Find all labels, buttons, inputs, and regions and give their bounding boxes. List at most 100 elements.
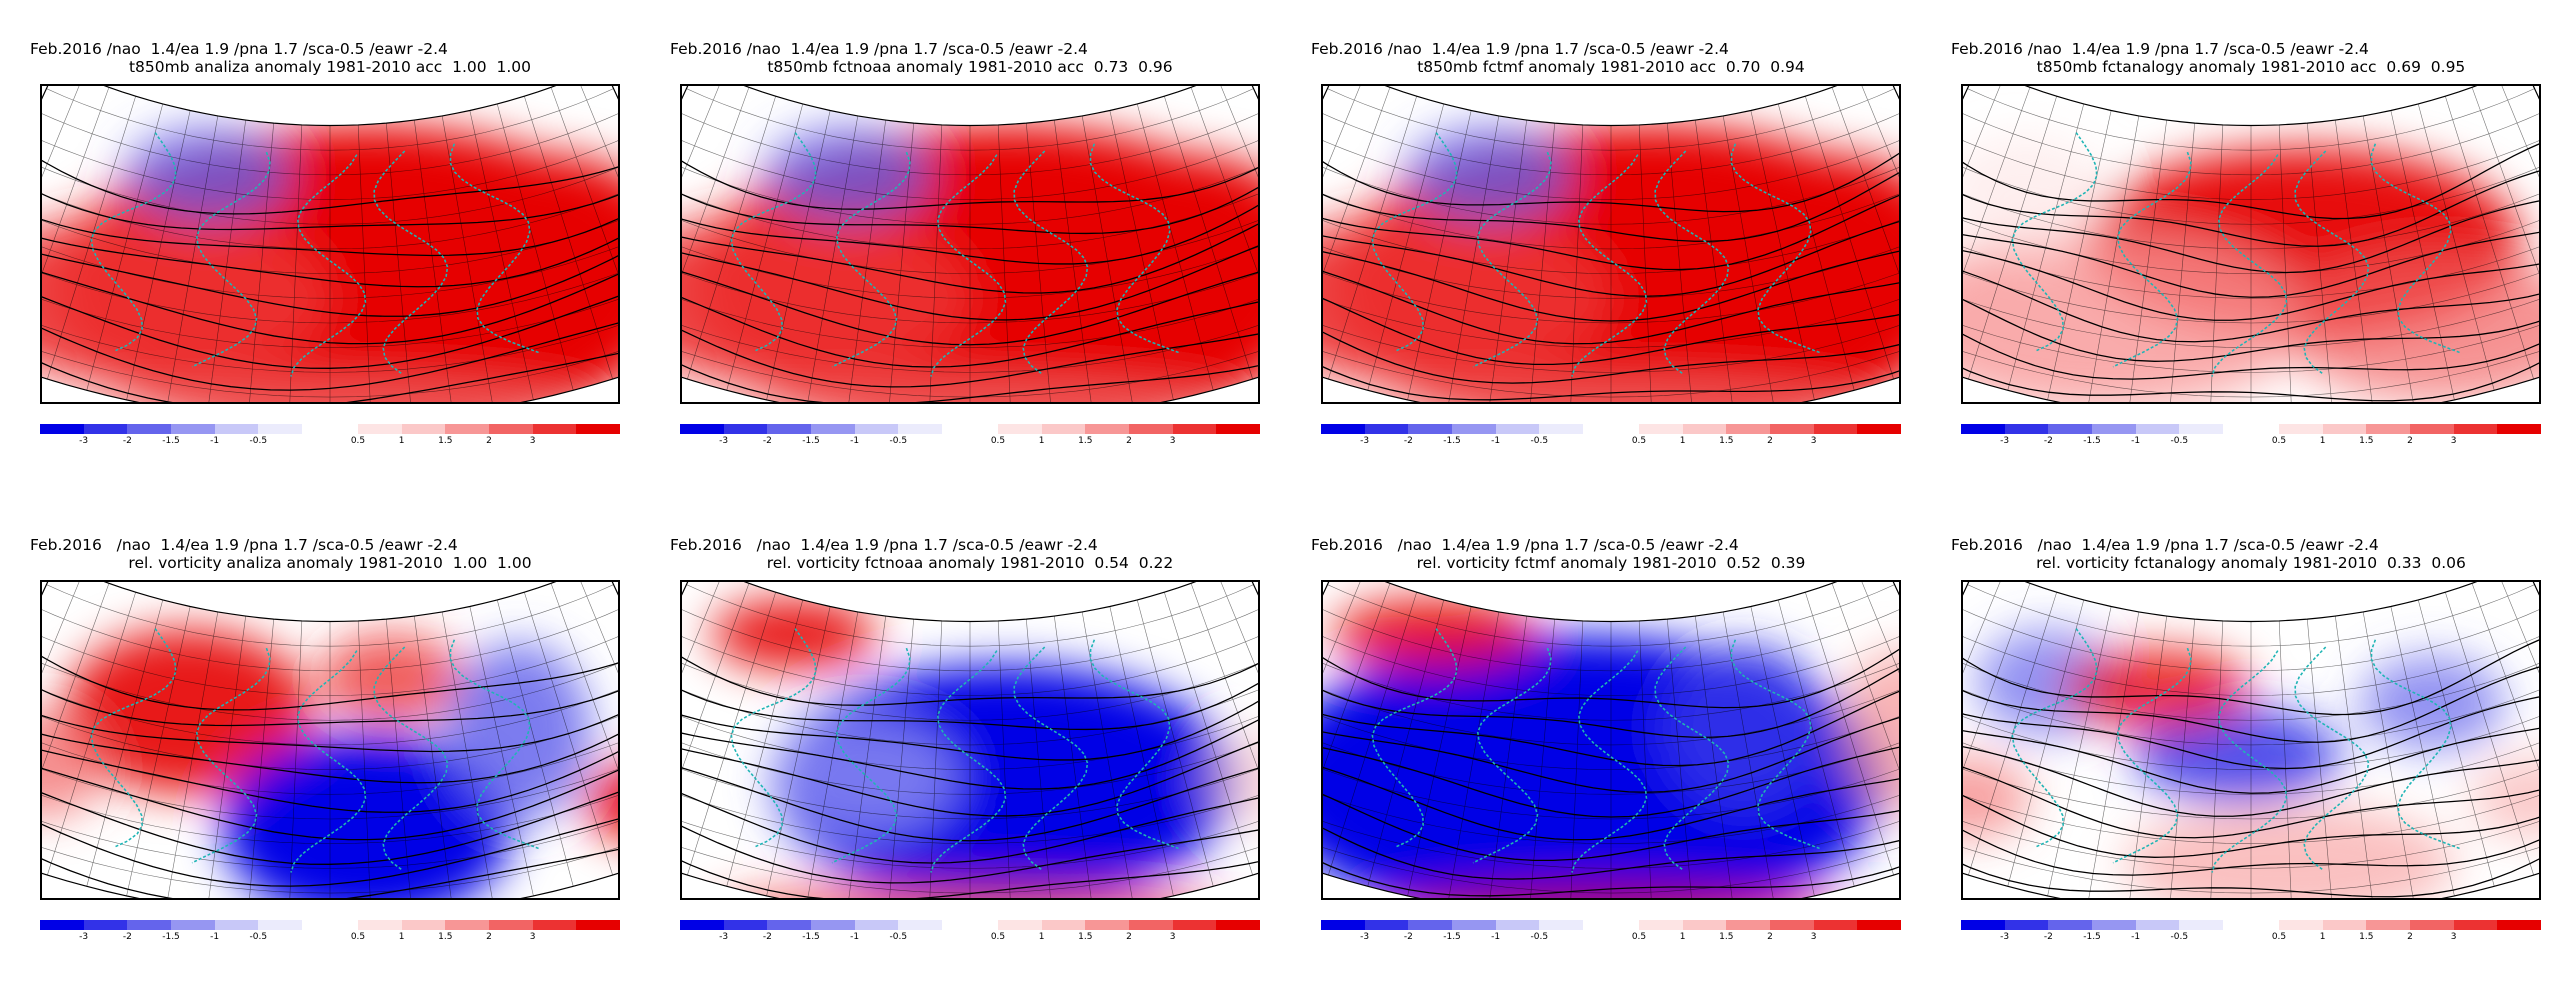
colorbar-tick-label: 0.5	[990, 932, 1006, 942]
parallel-line	[1323, 786, 1899, 869]
colorbar-swatch	[2092, 920, 2136, 930]
contour-line	[682, 286, 1258, 388]
contour-line	[1963, 286, 2539, 380]
parallel-line	[1963, 674, 2539, 746]
parallel-line	[1963, 267, 2539, 348]
contour-line	[682, 200, 1258, 294]
coastline	[730, 132, 817, 353]
anomaly-map	[1963, 86, 2539, 402]
anomaly-map	[682, 86, 1258, 402]
coastline	[1730, 639, 1822, 850]
panel-title-indices: Feb.2016 /nao 1.4/ea 1.9 /pna 1.7 /sca-0…	[1951, 536, 2379, 554]
coastline	[373, 646, 449, 872]
colorbar-swatch	[2048, 424, 2093, 434]
parallel-line	[1323, 741, 1899, 820]
colorbar-positive	[998, 920, 1261, 930]
parallel-line	[1963, 629, 2539, 696]
coastline	[730, 628, 817, 849]
colorbar-tick-label: -0.5	[1530, 436, 1549, 446]
colorbar-negative	[1961, 424, 2224, 434]
colorbar-swatch	[854, 424, 899, 434]
colorbar-tick-label: -0.5	[889, 932, 908, 942]
contour-line	[682, 223, 1258, 321]
colorbar-swatch	[2004, 920, 2049, 930]
panel-title-field: t850mb fctanalogy anomaly 1981-2010 acc …	[2036, 58, 2466, 76]
contour-line	[42, 720, 618, 813]
anomaly-map	[682, 582, 1258, 898]
colorbar-tick-label: -0.5	[2170, 436, 2189, 446]
panel-title-indices: Feb.2016 /nao 1.4/ea 1.9 /pna 1.7 /sca-0…	[670, 40, 1088, 58]
parallel-line	[42, 222, 618, 299]
contour-line	[682, 182, 1258, 265]
parallel-line	[682, 267, 1258, 348]
colorbar-swatch	[2366, 920, 2411, 930]
contour-line	[1963, 308, 2539, 402]
colorbar-swatch	[2410, 424, 2454, 434]
contour-line	[42, 762, 618, 865]
contour-line	[42, 739, 618, 841]
colorbar-tick-label: -0.5	[1530, 932, 1549, 942]
panel-title-field: rel. vorticity fctmf anomaly 1981-2010 0…	[1416, 554, 1806, 572]
colorbar-swatch	[1085, 424, 1130, 434]
colorbar-tick-label: 1.5	[438, 436, 453, 446]
panel-title-indices: Feb.2016 /nao 1.4/ea 1.9 /pna 1.7 /sca-0…	[1311, 536, 1739, 554]
anomaly-shading	[583, 759, 618, 843]
coastline	[831, 647, 911, 864]
contour-line	[682, 146, 1258, 210]
parallel-line	[1323, 312, 1899, 398]
colorbar-swatch	[1961, 424, 2005, 434]
colorbar-tick-label: -3	[2000, 932, 2010, 942]
colorbar-tick-label: -3	[2000, 436, 2010, 446]
colorbar-tick-label: -3	[79, 436, 89, 446]
parallel-line	[42, 651, 618, 721]
contour-line	[42, 311, 618, 402]
coastline	[2011, 132, 2098, 353]
contour-line	[42, 266, 618, 369]
coastline	[1654, 646, 1730, 872]
parallel-line	[1323, 110, 1899, 176]
parallel-line	[1963, 651, 2539, 721]
contour-line	[1323, 179, 1899, 271]
colorbar-tick-label: 0.5	[350, 932, 366, 942]
colorbar-swatch	[258, 424, 303, 434]
colorbar-tick-label: -2	[762, 436, 772, 446]
colorbar: -3 -2 -1.5 -1 -0.5 0.5 1 1.5 2 3	[1321, 424, 1902, 452]
colorbar-swatch	[1364, 920, 1409, 930]
contour-line	[1323, 675, 1899, 767]
colorbar-tick-label: -1.5	[1443, 932, 1461, 942]
map-boundary	[682, 582, 1258, 898]
parallel-line	[1963, 222, 2539, 299]
colorbar: -3 -2 -1.5 -1 -0.5 0.5 1 1.5 2 3	[1961, 920, 2542, 948]
contour-line	[1963, 218, 2539, 298]
parallel-line	[682, 133, 1258, 200]
colorbar-swatch	[358, 424, 402, 434]
contour-line	[1323, 782, 1899, 880]
panel-title-indices: Feb.2016 /nao 1.4/ea 1.9 /pna 1.7 /sca-0…	[30, 536, 458, 554]
colorbar-tick-label: -1.5	[802, 436, 820, 446]
coastline	[1089, 639, 1181, 850]
colorbar-tick-label: -2	[762, 932, 772, 942]
map-panel: Feb.2016 /nao 1.4/ea 1.9 /pna 1.7 /sca-0…	[1311, 40, 1911, 510]
contour-line	[1963, 136, 2539, 220]
panel-title-field: t850mb fctnoaa anomaly 1981-2010 acc 0.7…	[767, 58, 1173, 76]
colorbar-negative	[680, 424, 943, 434]
colorbar-swatch	[1495, 424, 1540, 434]
contour-line	[1963, 762, 2539, 858]
colorbar-tick-label: -1	[2131, 436, 2141, 446]
colorbar-swatch	[811, 424, 855, 434]
contour-line	[42, 670, 618, 727]
contour-line	[1323, 731, 1899, 818]
colorbar-swatch	[1129, 920, 1173, 930]
parallel-line	[1963, 110, 2539, 176]
colorbar-tick-label: 1	[1038, 436, 1045, 446]
coastline	[1371, 132, 1458, 353]
colorbar-positive	[1639, 920, 1902, 930]
contour-line	[682, 642, 1258, 706]
colorbar-swatch	[171, 920, 215, 930]
anomaly-shading	[1199, 731, 1258, 826]
parallel-line	[42, 629, 618, 696]
anomaly-shading	[1838, 648, 1899, 815]
colorbar-swatch	[1085, 920, 1130, 930]
colorbar-swatch	[1321, 920, 1365, 930]
colorbar-swatch	[2497, 424, 2542, 434]
